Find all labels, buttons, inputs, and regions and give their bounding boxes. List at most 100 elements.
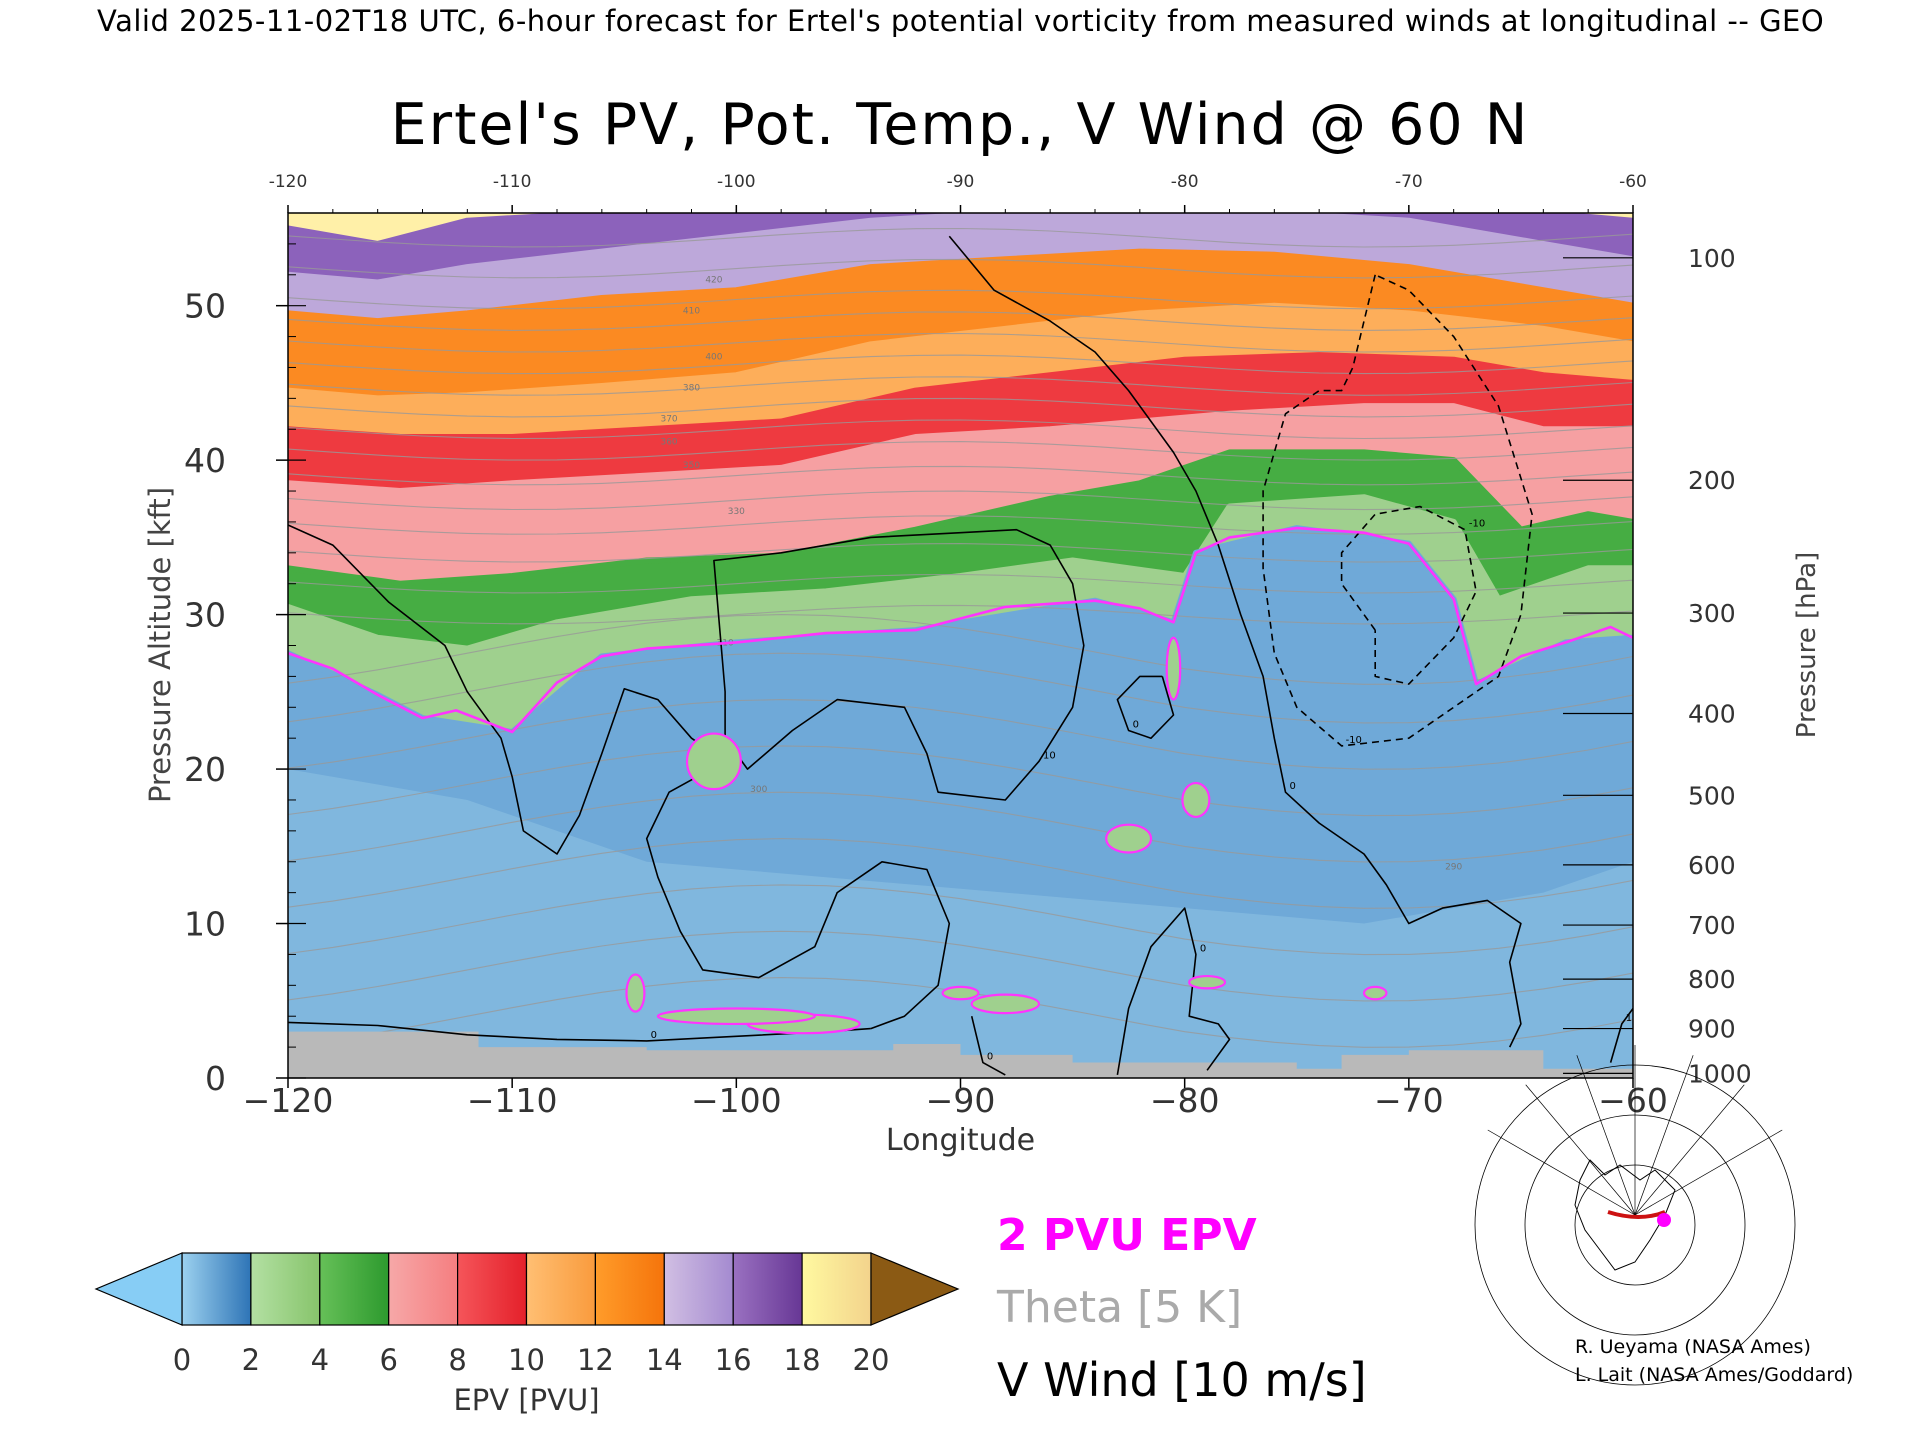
x-tick-label-top: -80 <box>1171 172 1199 192</box>
v-wind-line <box>948 235 1522 1048</box>
v-wind-line <box>713 528 1085 801</box>
pressure-tick-label: 500 <box>1688 781 1736 810</box>
inset-coastline <box>1574 1159 1676 1271</box>
theta-label: 410 <box>683 306 700 316</box>
y-tick-label: 50 <box>184 287 226 326</box>
colorbar-tick-label: 12 <box>577 1343 614 1377</box>
x-tick-label-top: -70 <box>1395 172 1423 192</box>
epv-colorbar: 0 2 4 6 8 10 12 14 16 18 20 <box>94 1252 960 1377</box>
y-tick-label: 0 <box>205 1059 226 1098</box>
colorbar-over-triangle <box>870 1252 960 1326</box>
theta-label: 380 <box>683 384 700 394</box>
theta-line-305 <box>288 838 1633 909</box>
theta-line-375 <box>288 397 1633 418</box>
pressure-tick-label: 300 <box>1688 599 1736 628</box>
theta-line-340 <box>288 573 1633 594</box>
theta-label: 420 <box>705 276 722 286</box>
v-wind-label: 0 <box>987 1052 993 1063</box>
colorbar-segment <box>250 1252 321 1326</box>
theta-line-325 <box>288 652 1633 724</box>
pv-anomaly <box>1181 781 1211 819</box>
v-wind-line <box>1116 675 1175 739</box>
pressure-tick-label: 1000 <box>1688 1059 1752 1088</box>
colorbar-tick-label: 6 <box>379 1343 397 1377</box>
pv-anomaly <box>656 1007 816 1026</box>
v-wind-line <box>1116 907 1231 1076</box>
x-axis-label: Longitude <box>886 1123 1035 1158</box>
pv-anomaly <box>1165 636 1182 701</box>
theta-line-410 <box>288 258 1633 279</box>
v-wind-line <box>1340 505 1477 685</box>
theta-line-395 <box>288 311 1633 331</box>
colorbar-segment <box>594 1252 665 1326</box>
tropopause-line <box>288 526 1633 734</box>
y-tick-label: 40 <box>184 441 226 480</box>
epv-lower-troposphere <box>288 769 1633 1078</box>
colorbar-tick-label: 20 <box>853 1343 890 1377</box>
theta-label: 350 <box>683 461 700 471</box>
theta-line-370 <box>288 419 1633 440</box>
inset-locator-map <box>1474 1045 1796 1386</box>
x-tick-label-top: -90 <box>947 172 975 192</box>
theta-label: 360 <box>660 438 677 448</box>
pv-anomaly <box>685 732 742 791</box>
colorbar-tick-label: 16 <box>715 1343 752 1377</box>
theta-line-365 <box>288 441 1633 461</box>
pressure-tick-label: 700 <box>1688 911 1736 940</box>
colorbar-tick-label: 18 <box>784 1343 821 1377</box>
forecast-valid-line: Valid 2025-11-02T18 UTC, 6-hour forecast… <box>97 4 1825 38</box>
x-tick-label: −90 <box>926 1081 996 1120</box>
y-axis-label-left: Pressure Altitude [kft] <box>143 487 177 803</box>
theta-label: 330 <box>728 507 745 517</box>
v-wind-label: 0 <box>651 1030 657 1041</box>
x-tick-label: −100 <box>691 1081 782 1120</box>
theta-line-295 <box>288 930 1633 1002</box>
theta-line-390 <box>288 332 1633 353</box>
theta-label: 370 <box>660 415 677 425</box>
pressure-tick-label: 200 <box>1688 466 1736 495</box>
colorbar-segment <box>181 1252 252 1326</box>
v-wind-label: 0 <box>1133 719 1139 730</box>
theta-line-360 <box>288 465 1633 486</box>
y-tick-label: 10 <box>184 905 226 944</box>
x-tick-label: −120 <box>243 1081 334 1120</box>
pressure-tick-label: 400 <box>1688 699 1736 728</box>
theta-label: 400 <box>705 353 722 363</box>
colorbar-tick-label: 14 <box>646 1343 683 1377</box>
v-wind-label: 10 <box>1626 1013 1639 1024</box>
inset-meridian <box>1576 1055 1636 1216</box>
colorbar-tick-label: 2 <box>242 1343 260 1377</box>
inset-meridian <box>1634 1129 1783 1216</box>
colorbar-tick-label: 8 <box>448 1343 466 1377</box>
chart-title: Ertel's PV, Pot. Temp., V Wind @ 60 N <box>390 92 1530 158</box>
inset-meridian <box>1525 1084 1636 1216</box>
ground-terrain <box>288 1031 1633 1078</box>
theta-line-420 <box>288 227 1633 248</box>
colorbar-segment <box>319 1252 390 1326</box>
v-wind-label: 0 <box>1200 943 1206 954</box>
colorbar-segment <box>732 1252 803 1326</box>
pv-anomaly <box>1105 823 1153 854</box>
theta-line-320 <box>288 699 1633 770</box>
legend-2pvu: 2 PVU EPV <box>997 1210 1257 1261</box>
colorbar-segment <box>525 1252 597 1326</box>
x-tick-label: −60 <box>1598 1081 1668 1120</box>
colorbar-segment <box>663 1252 734 1326</box>
theta-label: 290 <box>1445 862 1462 872</box>
theta-label: 300 <box>750 785 767 795</box>
v-wind-line <box>1609 1008 1633 1063</box>
theta-line-300 <box>288 884 1633 956</box>
inset-meridian <box>1487 1129 1636 1216</box>
legend-theta: Theta [5 K] <box>997 1282 1243 1333</box>
x-tick-label-top: -120 <box>269 172 308 192</box>
v-wind-label: -10 <box>1469 519 1485 530</box>
y-tick-label: 20 <box>184 750 226 789</box>
axes: −120-120−110-110−100-100−90-90−80-80−70-… <box>184 172 1752 1120</box>
colorbar-segment <box>388 1252 459 1326</box>
x-tick-label: −110 <box>467 1081 558 1120</box>
x-tick-label-top: -110 <box>493 172 532 192</box>
v-wind-line <box>1262 274 1533 747</box>
colorbar-under-triangle <box>94 1252 183 1326</box>
